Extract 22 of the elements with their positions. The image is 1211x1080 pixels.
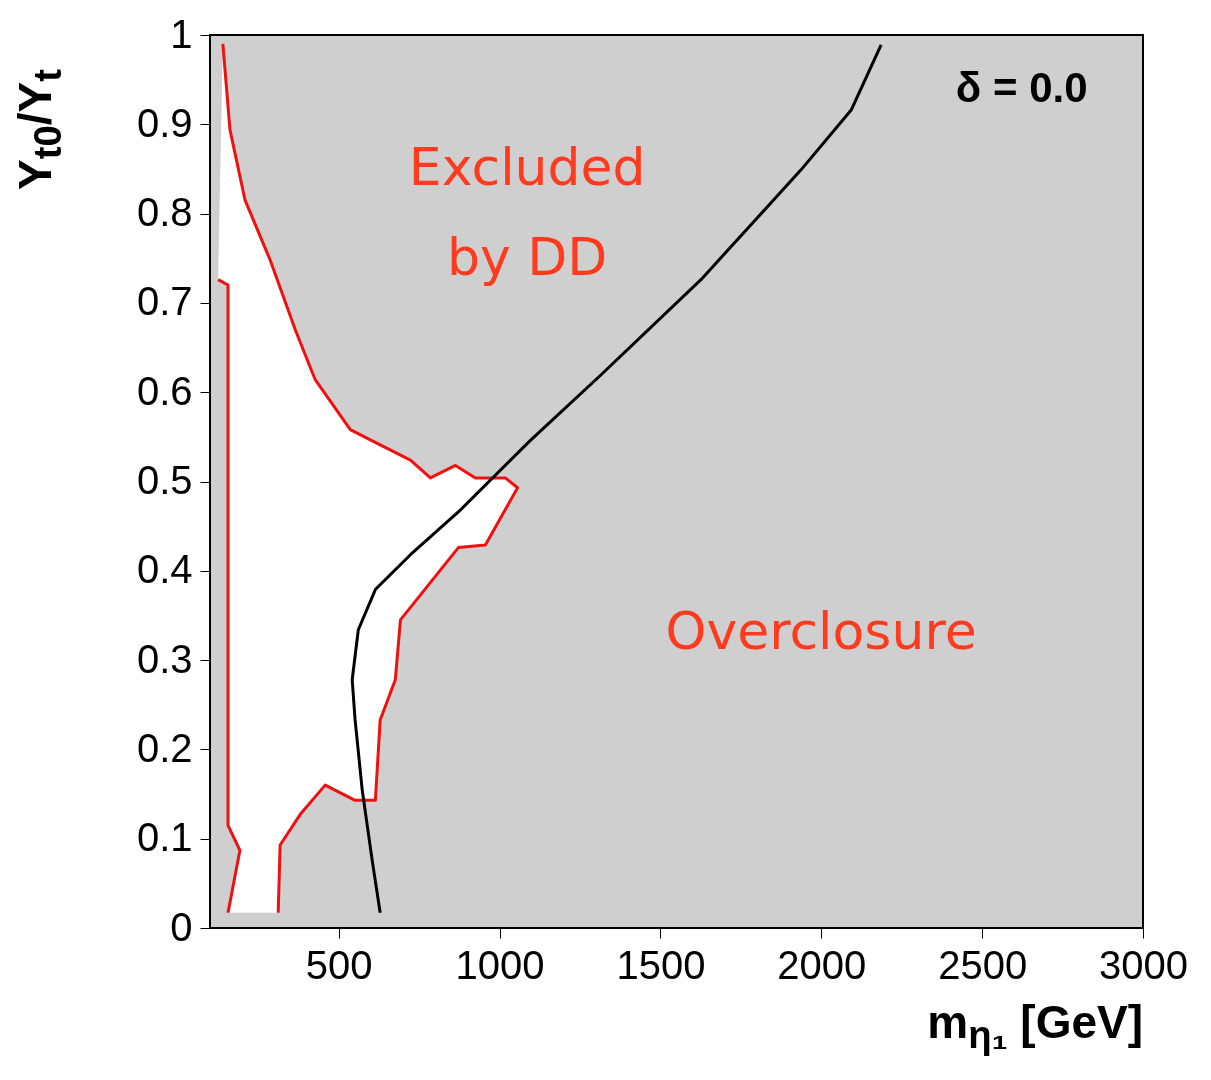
y-tick-label: 0.8 — [136, 190, 193, 235]
y-tick-label: 0.2 — [136, 725, 193, 770]
x-axis-title: m$_{η₁}$ [GeV] — [927, 995, 1143, 1058]
y-tick-label: 0.7 — [136, 279, 193, 324]
annotation: Overclosure — [665, 601, 977, 662]
y-tick-label: 0 — [170, 904, 193, 949]
y-tick-label: 0.4 — [136, 547, 193, 592]
y-tick-label: 0.5 — [136, 458, 193, 502]
y-tick-label: 0.1 — [136, 815, 193, 860]
y-tick-label: 0.3 — [136, 636, 193, 681]
line-series — [216, 278, 242, 915]
y-tick-label: 0.6 — [136, 368, 193, 413]
y-tick-label: 0.9 — [136, 100, 193, 145]
annotation: Excluded by DD — [408, 136, 646, 287]
annotation: δ = 0.0 — [955, 63, 1088, 111]
x-tick-label: 3000 — [1099, 942, 1188, 987]
x-tick-label: 1000 — [455, 942, 545, 987]
x-tick-label: 2000 — [777, 942, 867, 987]
y-tick-label: 1 — [170, 11, 193, 56]
x-tick-label: 1500 — [616, 942, 706, 987]
x-tick-label: 500 — [305, 942, 373, 987]
x-tick-label: 2500 — [938, 942, 1028, 987]
